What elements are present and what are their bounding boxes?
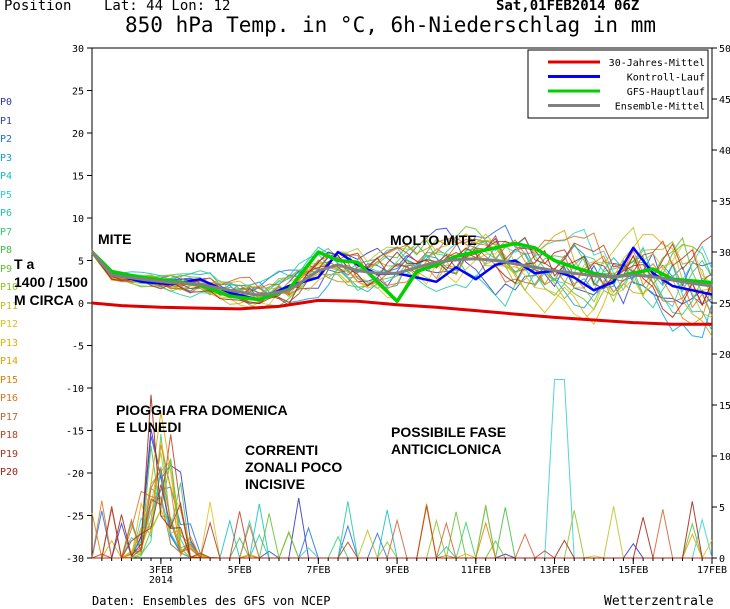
member-label: P3	[0, 152, 13, 164]
annotation-normale: NORMALE	[185, 249, 256, 265]
member-line	[91, 239, 713, 310]
x-tick-label: 9FEB	[385, 565, 409, 576]
right-tick-label: 45	[719, 95, 730, 106]
left-tick-label: -20	[66, 469, 84, 480]
left-tick-label: 20	[72, 129, 84, 140]
legend: 30-Jahres-Mittel Kontroll-Lauf GFS-Hauptla…	[527, 49, 709, 119]
right-tick-label: 15	[719, 401, 730, 412]
right-tick-label: 30	[719, 248, 730, 259]
member-label: P0	[0, 97, 13, 108]
member-label: P18	[0, 430, 19, 441]
member-line	[91, 234, 713, 305]
run-label: Sat,01FEB2014 06Z	[496, 0, 640, 14]
member-label: P15	[0, 374, 19, 386]
footer-source: Daten: Ensembles des GFS von NCEP	[92, 594, 331, 608]
left-tick-label: -15	[66, 427, 84, 438]
annotation-correnti: CORRENTI ZONALI POCO INCISIVE	[245, 442, 343, 492]
member-label: P20	[0, 467, 19, 478]
right-tick-label: 25	[719, 299, 730, 310]
left-tick-label: -10	[66, 384, 84, 395]
annotation-ta: T a	[14, 256, 35, 272]
main-series	[90, 241, 713, 326]
right-tick-label: 10	[719, 452, 730, 463]
x-tick-label: 17FEB	[697, 565, 727, 576]
member-label: P16	[0, 393, 19, 404]
footer-brand: Wetterzentrale	[604, 594, 714, 609]
precipitation-lines	[91, 379, 713, 560]
x-tick-label: 15FEB	[618, 565, 648, 576]
x-tick-label: 5FEB	[228, 565, 252, 576]
member-label: P9	[0, 263, 13, 275]
left-tick-label: 0	[78, 299, 84, 310]
member-label: P19	[0, 448, 19, 460]
annotation-pioggia: PIOGGIA FRA DOMENICA E LUNEDI	[116, 402, 288, 435]
member-label: P8	[0, 245, 13, 256]
x-tick-label: 3FEB	[149, 565, 173, 576]
x-tick-label: 11FEB	[461, 565, 491, 576]
plot-area	[91, 47, 713, 559]
member-label: P6	[0, 208, 13, 219]
right-tick-label: 40	[719, 146, 730, 157]
member-label: P12	[0, 319, 19, 330]
series-line-0	[91, 298, 712, 326]
x-year-label: 2014	[149, 575, 173, 586]
annotation-molto-mite: MOLTO MITE	[390, 232, 477, 248]
annotation-ta-2: 1400 / 1500	[14, 274, 88, 290]
left-tick-label: 25	[72, 87, 84, 98]
left-tick-label: 30	[72, 44, 84, 55]
member-label: P2	[0, 134, 13, 145]
right-tick-label: 5	[719, 503, 725, 514]
member-label: P13	[0, 337, 19, 349]
position-label: Position	[4, 0, 72, 14]
latlon-label: Lat: 44 Lon: 12	[104, 0, 231, 14]
right-tick-label: 0	[719, 554, 725, 565]
member-line	[91, 234, 713, 303]
left-tick-label: 15	[72, 172, 84, 183]
member-line	[91, 243, 713, 315]
member-label: P17	[0, 411, 19, 423]
left-tick-label: -5	[72, 342, 84, 353]
annotation-mite: MITE	[98, 231, 132, 247]
right-tick-label: 50	[719, 44, 730, 55]
legend-label: Ensemble-Mittel	[615, 102, 705, 113]
member-label: P5	[0, 189, 13, 201]
member-label: P10	[0, 282, 19, 293]
left-tick-label: 5	[78, 257, 84, 268]
member-label: P4	[0, 171, 13, 182]
precip-member-line	[92, 394, 712, 559]
member-label: P1	[0, 115, 13, 127]
member-label: P11	[0, 300, 19, 312]
series-line-3	[90, 251, 713, 297]
x-tick-label: 13FEB	[539, 565, 569, 576]
legend-label: 30-Jahres-Mittel	[609, 58, 705, 69]
left-tick-label: 10	[72, 214, 84, 225]
annotation-ta-3: M CIRCA	[14, 292, 74, 308]
legend-label: GFS-Hauptlauf	[627, 87, 705, 98]
right-tick-label: 35	[719, 197, 730, 208]
x-tick-label: 7FEB	[306, 565, 330, 576]
right-tick-label: 20	[719, 350, 730, 361]
left-tick-label: -25	[66, 512, 84, 523]
legend-label: Kontroll-Lauf	[627, 73, 705, 84]
axes: -30 -25 -20 -15 -10 -5 0 5 10 15 20 25 30 0 5 10 15 20 25 3…	[66, 44, 730, 586]
member-line	[91, 247, 713, 319]
member-label: P14	[0, 356, 19, 367]
left-tick-label: -30	[66, 554, 84, 565]
chart-title: 850 hPa Temp. in °C, 6h-Niederschlag in …	[125, 13, 657, 37]
member-label: P7	[0, 226, 13, 238]
annotation-possibile: POSSIBILE FASE ANTICICLONICA	[391, 424, 507, 457]
